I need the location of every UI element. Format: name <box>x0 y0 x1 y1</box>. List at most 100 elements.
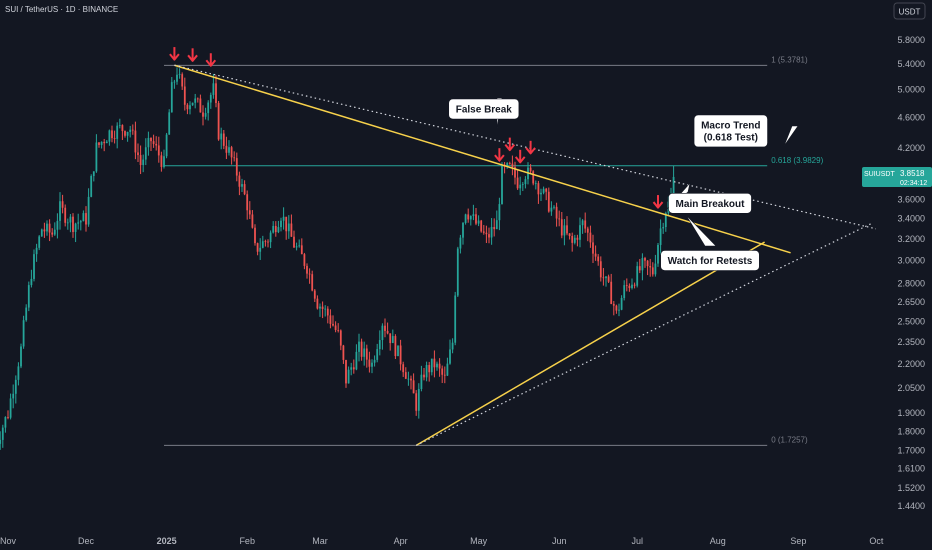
candle-body <box>66 222 69 224</box>
candle-body <box>79 221 82 223</box>
candle <box>662 222 665 234</box>
candle <box>425 361 428 382</box>
candle <box>618 303 620 317</box>
candle <box>274 221 277 237</box>
candle-body <box>303 254 306 266</box>
candle-body <box>519 184 522 189</box>
candle-body <box>248 210 251 215</box>
candle <box>397 345 399 357</box>
y-tick-label: 2.5000 <box>897 316 925 326</box>
candle-body <box>597 256 600 262</box>
trendline <box>415 241 765 447</box>
currency-button[interactable]: USDT <box>893 2 926 20</box>
candle-body <box>451 342 454 350</box>
candle-body <box>373 359 376 363</box>
callout-text: False Break <box>456 104 513 115</box>
candle-body <box>428 365 431 373</box>
candle <box>358 333 360 362</box>
candle <box>69 214 72 233</box>
candle-body <box>261 241 264 248</box>
arrow-head <box>205 59 217 67</box>
price-axis-panel[interactable] <box>876 0 932 550</box>
candle-body <box>638 266 641 271</box>
candle <box>456 246 459 298</box>
down-arrow-icon <box>169 47 180 61</box>
candle-body <box>14 379 17 394</box>
x-tick-label: May <box>470 536 488 546</box>
x-tick-label: Jun <box>552 536 567 546</box>
candle-body <box>514 167 516 178</box>
candle-body <box>207 102 210 114</box>
candle <box>82 210 85 222</box>
candle <box>105 140 108 144</box>
candle-body <box>363 348 366 357</box>
y-tick-label: 5.8000 <box>897 35 925 45</box>
candle-body <box>56 220 59 230</box>
candle-body <box>623 285 626 299</box>
candle <box>334 321 337 333</box>
candle-body <box>285 216 288 232</box>
candle <box>532 170 535 186</box>
candle-body <box>163 156 165 167</box>
candle <box>43 222 46 238</box>
y-tick-label: 1.6100 <box>897 464 925 474</box>
candle-body <box>456 248 459 296</box>
trendline <box>174 64 791 254</box>
candle-body <box>155 143 158 146</box>
candle-body <box>651 267 654 275</box>
y-tick-label: 2.8000 <box>897 279 925 289</box>
candle-body <box>612 303 615 306</box>
candle <box>373 355 376 367</box>
candle-body <box>306 265 308 274</box>
trendlines <box>174 64 898 447</box>
y-tick-label: 3.2000 <box>897 234 925 244</box>
candle <box>347 366 350 384</box>
candle-body <box>178 74 181 75</box>
candle-body <box>537 183 540 195</box>
candle-body <box>659 228 662 245</box>
time-axis-panel[interactable] <box>0 533 876 550</box>
candle <box>238 171 241 196</box>
candle <box>56 213 59 239</box>
candle <box>620 295 623 311</box>
candle <box>342 344 345 364</box>
candle-body <box>53 229 56 235</box>
candle <box>467 208 470 223</box>
candle <box>282 207 285 230</box>
down-arrow-icon <box>514 149 526 164</box>
candle <box>651 262 654 277</box>
candle-body <box>368 359 371 367</box>
candle <box>30 269 33 288</box>
candle <box>446 357 449 377</box>
candle <box>98 142 100 148</box>
candle-body <box>586 228 589 233</box>
candle <box>610 273 613 305</box>
badge-countdown: 02:34:12 <box>900 180 927 187</box>
candle <box>553 205 555 210</box>
x-tick-label: Mar <box>312 536 328 546</box>
candle-body <box>215 83 217 104</box>
candle-body <box>160 155 163 167</box>
y-tick-label: 5.0000 <box>897 85 925 95</box>
candle <box>131 124 134 135</box>
candle <box>381 323 384 350</box>
candle <box>160 151 163 172</box>
candle-body <box>472 214 475 217</box>
candle <box>597 254 600 266</box>
candle-body <box>113 138 116 139</box>
candle-body <box>381 325 384 341</box>
candle-body <box>139 155 142 166</box>
candle-body <box>347 369 350 384</box>
candle-body <box>147 137 150 148</box>
candle <box>459 234 462 254</box>
candle <box>365 344 368 368</box>
candle <box>482 224 485 235</box>
candle-body <box>103 141 106 144</box>
candle-body <box>282 216 285 221</box>
candle-body <box>4 416 7 428</box>
candle-body <box>446 363 449 376</box>
candle <box>79 219 82 231</box>
candle-body <box>482 231 485 233</box>
candle <box>584 212 587 233</box>
